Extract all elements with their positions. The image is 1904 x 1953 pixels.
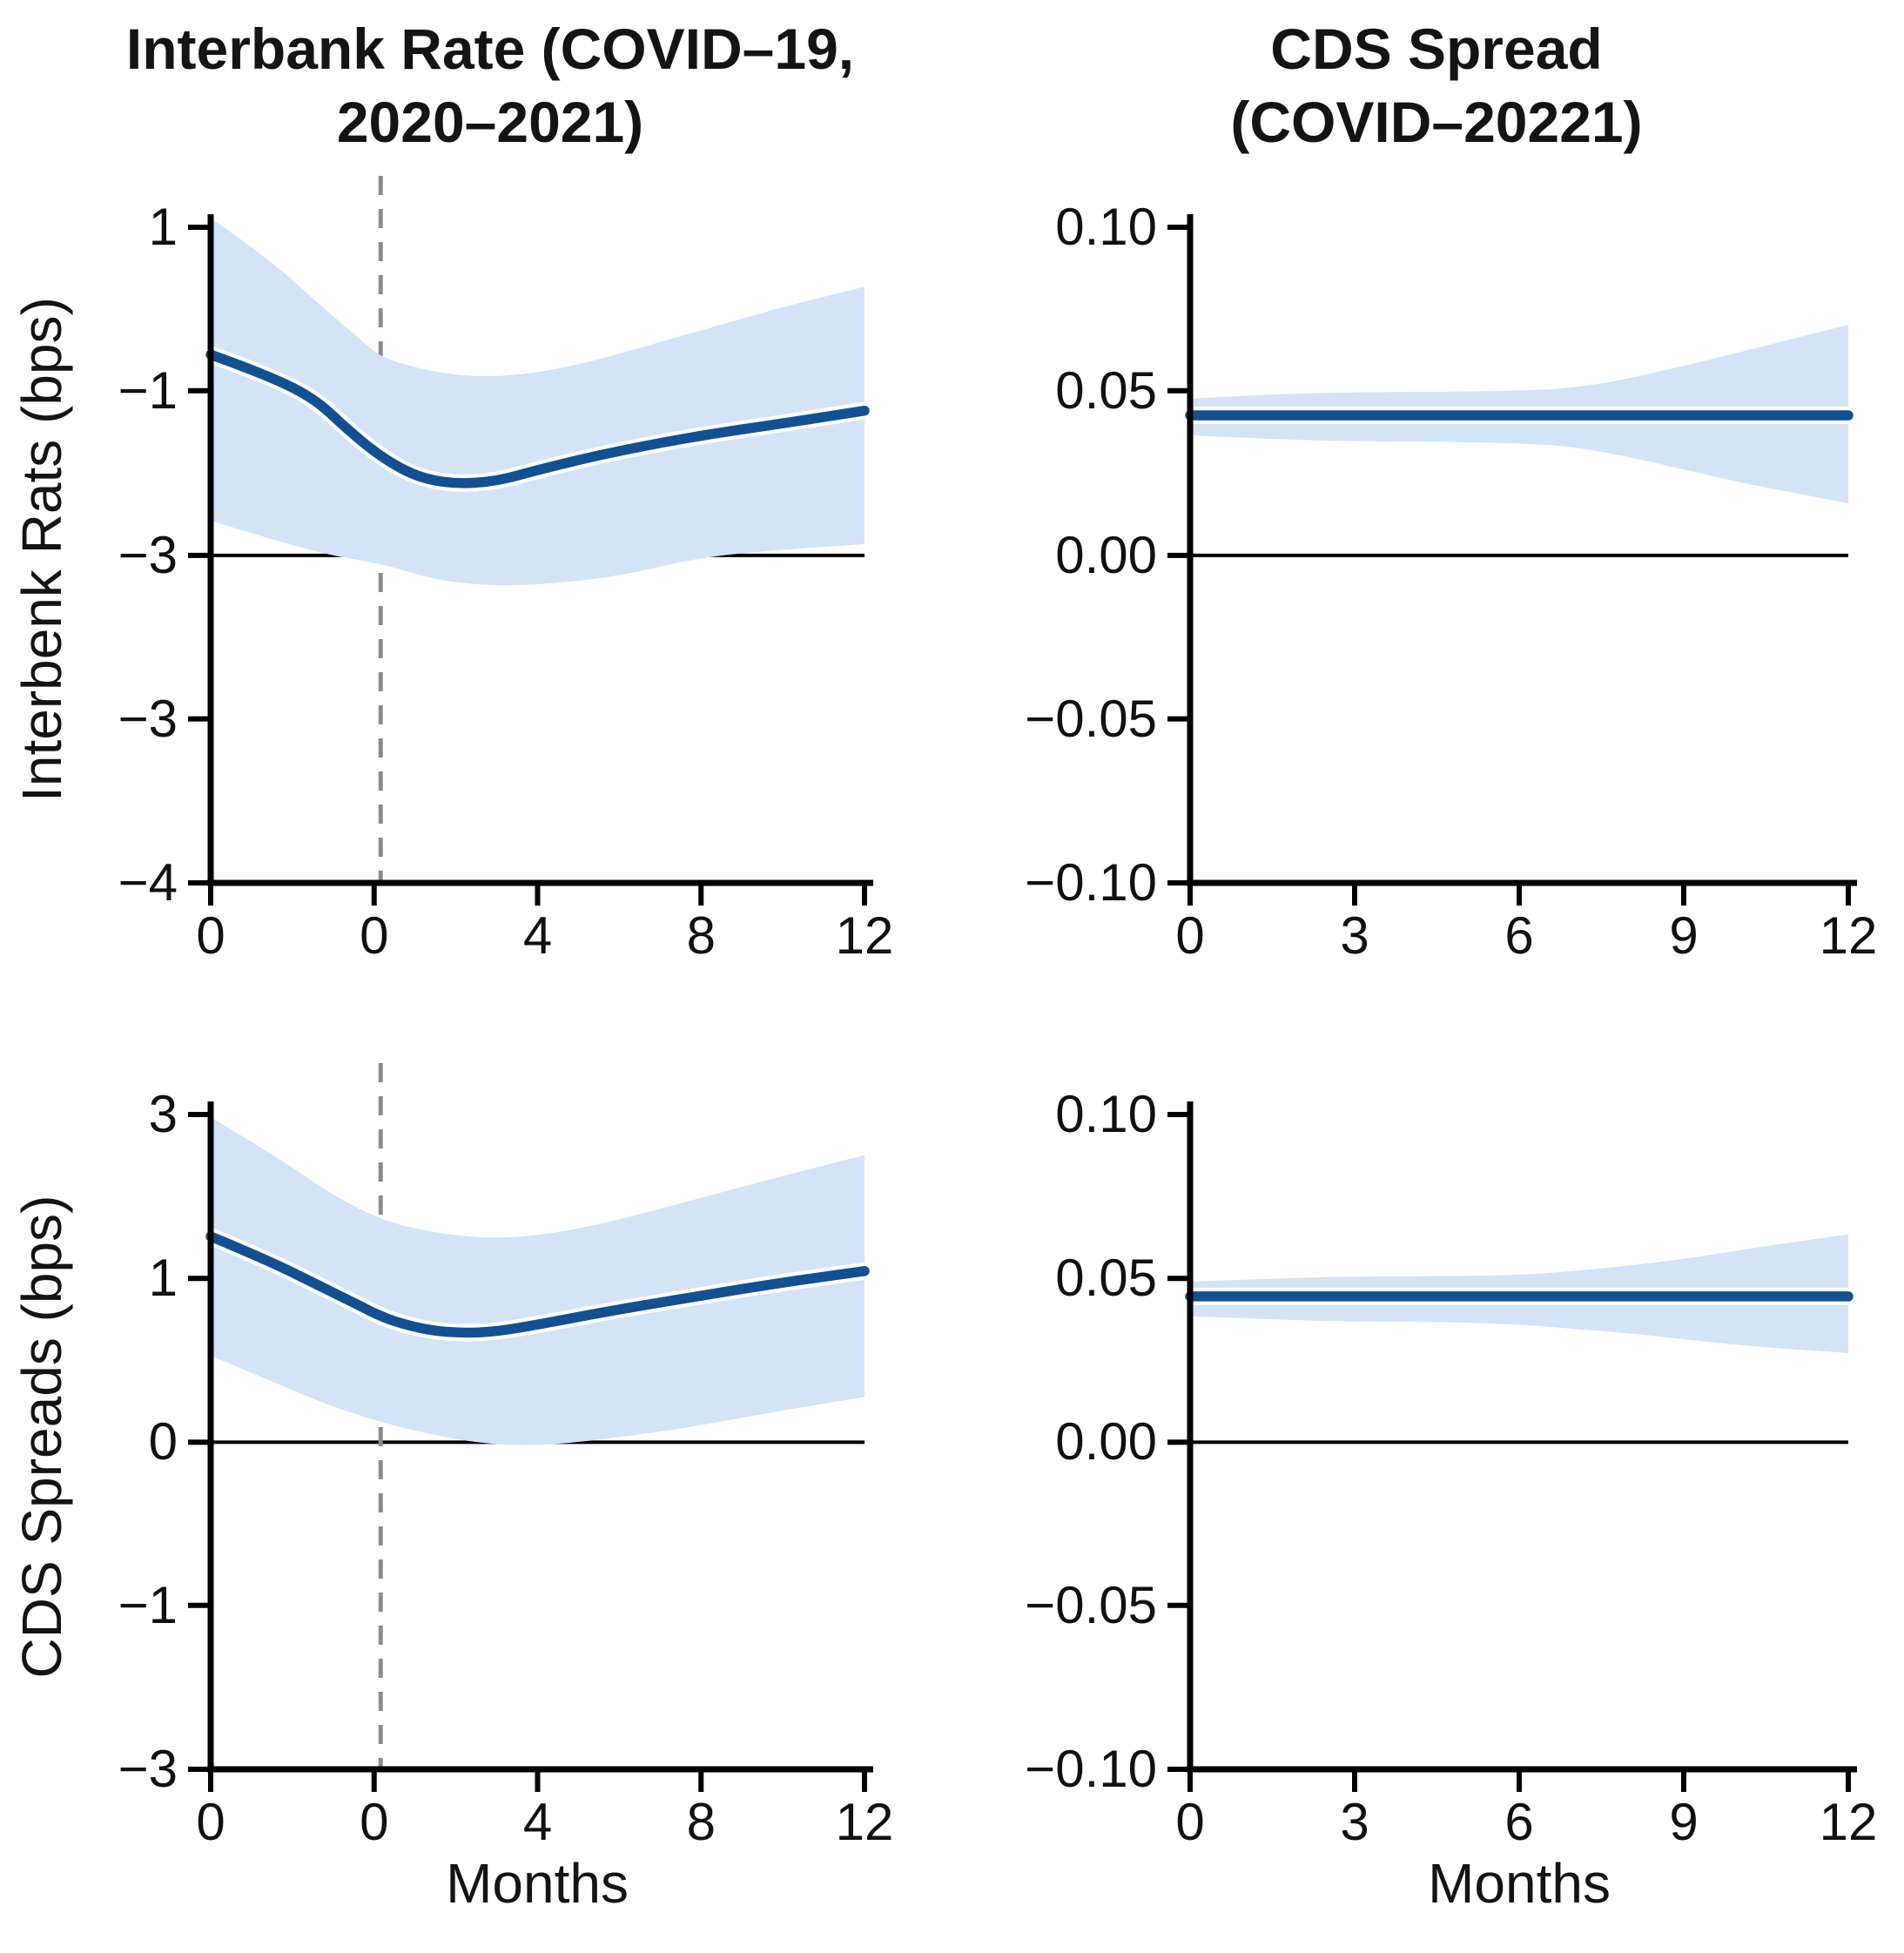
x-tick-label: 0 bbox=[196, 1793, 225, 1851]
y-tick-label: 0 bbox=[148, 1412, 178, 1471]
y-tick-label: −0.05 bbox=[1025, 1575, 1157, 1634]
panel-title-top-right: CDS Spread (COVID–20221) bbox=[1140, 12, 1732, 158]
y-tick-label: −3 bbox=[118, 525, 178, 584]
x-tick-label: 6 bbox=[1504, 906, 1534, 965]
x-tick-label: 6 bbox=[1504, 1793, 1534, 1851]
y-tick-label: 0.10 bbox=[1055, 198, 1157, 257]
x-tick-label: 9 bbox=[1669, 1793, 1699, 1851]
x-tick-label: 8 bbox=[686, 906, 716, 965]
x-tick-label: 8 bbox=[686, 1793, 716, 1851]
x-tick-label: 3 bbox=[1340, 1793, 1369, 1851]
y-tick-label: −0.10 bbox=[1025, 1740, 1157, 1798]
plot-top-left bbox=[188, 176, 873, 906]
confidence-band bbox=[211, 218, 865, 586]
x-tick-label: 4 bbox=[522, 906, 553, 965]
y-tick-label: −1 bbox=[118, 360, 178, 420]
panel-title-top-right-line2: (COVID–20221) bbox=[1230, 90, 1643, 154]
confidence-band bbox=[211, 1117, 865, 1445]
y-tick-label: 3 bbox=[148, 1085, 178, 1143]
panel-title-top-left-line2: 2020–2021) bbox=[336, 90, 644, 154]
x-tick-label: 3 bbox=[1340, 906, 1369, 965]
y-tick-label: −0.05 bbox=[1025, 689, 1157, 748]
y-tick-label: 1 bbox=[148, 198, 178, 257]
plot-top-right bbox=[1167, 214, 1857, 906]
response-line bbox=[205, 349, 870, 488]
y-tick-label: −3 bbox=[118, 1740, 178, 1798]
x-tick-label: 12 bbox=[1819, 1793, 1878, 1851]
y-tick-label: 0.00 bbox=[1055, 1412, 1157, 1471]
x-tick-label: 4 bbox=[522, 1793, 553, 1851]
x-tick-label: 0 bbox=[1175, 906, 1205, 965]
plot-bottom-left bbox=[188, 1063, 873, 1792]
y-tick-label: 1 bbox=[148, 1249, 178, 1308]
x-axis-label-bottom-right: Months bbox=[1428, 1852, 1611, 1915]
y-tick-label: 0.05 bbox=[1055, 360, 1157, 420]
y-tick-label: −0.10 bbox=[1025, 853, 1157, 912]
plot-bottom-right bbox=[1167, 1101, 1857, 1792]
panel-title-top-left-line1: Interbank Rate (COVID–19, bbox=[125, 17, 855, 81]
response-line bbox=[205, 1231, 870, 1338]
y-tick-label: 0.05 bbox=[1055, 1249, 1157, 1308]
x-tick-label: 0 bbox=[196, 906, 225, 965]
x-tick-label: 12 bbox=[835, 906, 894, 965]
y-tick-label: −1 bbox=[118, 1575, 178, 1634]
y-tick-label: 0.00 bbox=[1055, 525, 1157, 584]
panel-title-top-right-line1: CDS Spread bbox=[1270, 17, 1603, 81]
x-tick-label: 12 bbox=[835, 1793, 894, 1851]
x-axis-label-bottom-left: Months bbox=[446, 1852, 629, 1915]
panel-title-top-left: Interbank Rate (COVID–19, 2020–2021) bbox=[113, 12, 867, 158]
y-tick-label: −3 bbox=[118, 689, 178, 748]
x-tick-label: 12 bbox=[1819, 906, 1878, 965]
x-tick-label: 0 bbox=[1175, 1793, 1205, 1851]
y-tick-label: −4 bbox=[118, 853, 178, 912]
x-tick-label: 0 bbox=[360, 1793, 389, 1851]
x-tick-label: 9 bbox=[1669, 906, 1699, 965]
y-tick-label: 0.10 bbox=[1055, 1085, 1157, 1143]
x-tick-label: 0 bbox=[360, 906, 389, 965]
